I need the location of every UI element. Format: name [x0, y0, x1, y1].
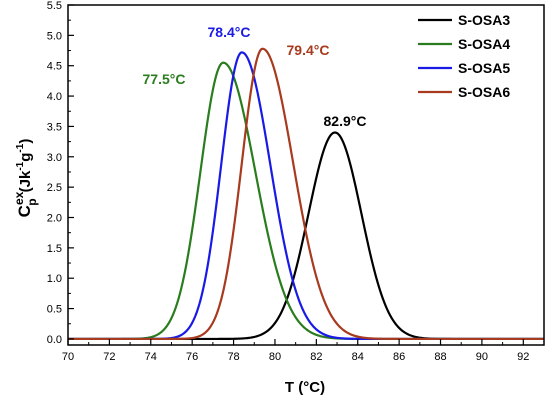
y-title-sup: ex — [12, 191, 26, 205]
y-title-sub: p — [25, 198, 39, 205]
peak-label-s-osa6: 79.4°C — [287, 42, 330, 58]
legend: S-OSA3 S-OSA4 S-OSA5 S-OSA6 — [418, 12, 510, 100]
x-tick-label: 78 — [227, 351, 239, 363]
x-tick-label: 86 — [393, 351, 405, 363]
x-axis-title: T (°C) — [285, 379, 325, 396]
x-tick-label: 90 — [476, 351, 488, 363]
x-tick-label: 80 — [269, 351, 281, 363]
x-tick-label: 92 — [517, 351, 529, 363]
x-tick-label: 76 — [186, 351, 198, 363]
y-title-unit-exp2: -1 — [15, 143, 26, 152]
x-tick-label: 82 — [310, 351, 322, 363]
y-title-unit-mid: g — [17, 153, 34, 162]
legend-label-s-osa6: S-OSA6 — [458, 84, 510, 100]
y-tick-label: 3.0 — [47, 152, 62, 164]
peak-labels: 82.9°C 77.5°C 78.4°C 79.4°C — [143, 24, 367, 129]
y-tick-label: 4.0 — [47, 91, 62, 103]
y-tick-label: 0.5 — [47, 304, 62, 316]
legend-label-s-osa5: S-OSA5 — [458, 60, 510, 76]
x-tick-label: 74 — [145, 351, 157, 363]
y-tick-label: 5.5 — [47, 0, 62, 12]
y-tick-label: 2.0 — [47, 213, 62, 225]
y-tick-label: 1.5 — [47, 243, 62, 255]
legend-label-s-osa4: S-OSA4 — [458, 36, 510, 52]
x-tick-label: 84 — [352, 351, 364, 363]
y-tick-label: 5.0 — [47, 30, 62, 42]
plot-frame — [67, 4, 545, 346]
legend-label-s-osa3: S-OSA3 — [458, 12, 510, 28]
series-line-s-osa4 — [68, 61, 544, 341]
y-tick-label: 0.0 — [47, 334, 62, 346]
peak-label-s-osa4: 77.5°C — [143, 71, 186, 87]
x-tick-label: 72 — [103, 351, 115, 363]
y-title-main: C — [15, 205, 34, 217]
series-line-s-osa6 — [68, 47, 544, 341]
y-title-unit-open: (Jk — [17, 170, 34, 192]
x-tick-label: 70 — [62, 351, 74, 363]
y-axis-title: Cexp(Jk-1g-1) — [12, 139, 39, 218]
y-tick-label: 1.0 — [47, 273, 62, 285]
axes: 70 72 74 76 78 80 82 84 86 88 90 92 0.0 0.5 1.0 1.5 2.0 2… — [47, 0, 545, 363]
y-title-unit-close: ) — [17, 139, 34, 144]
y-tick-label: 4.5 — [47, 61, 62, 73]
series-curves — [68, 47, 544, 341]
x-tick-label: 88 — [434, 351, 446, 363]
peak-label-s-osa3: 82.9°C — [324, 113, 367, 129]
peak-label-s-osa5: 78.4°C — [208, 24, 251, 40]
y-title-unit-exp1: -1 — [15, 161, 26, 170]
y-tick-label: 2.5 — [47, 182, 62, 194]
y-tick-label: 3.5 — [47, 121, 62, 133]
